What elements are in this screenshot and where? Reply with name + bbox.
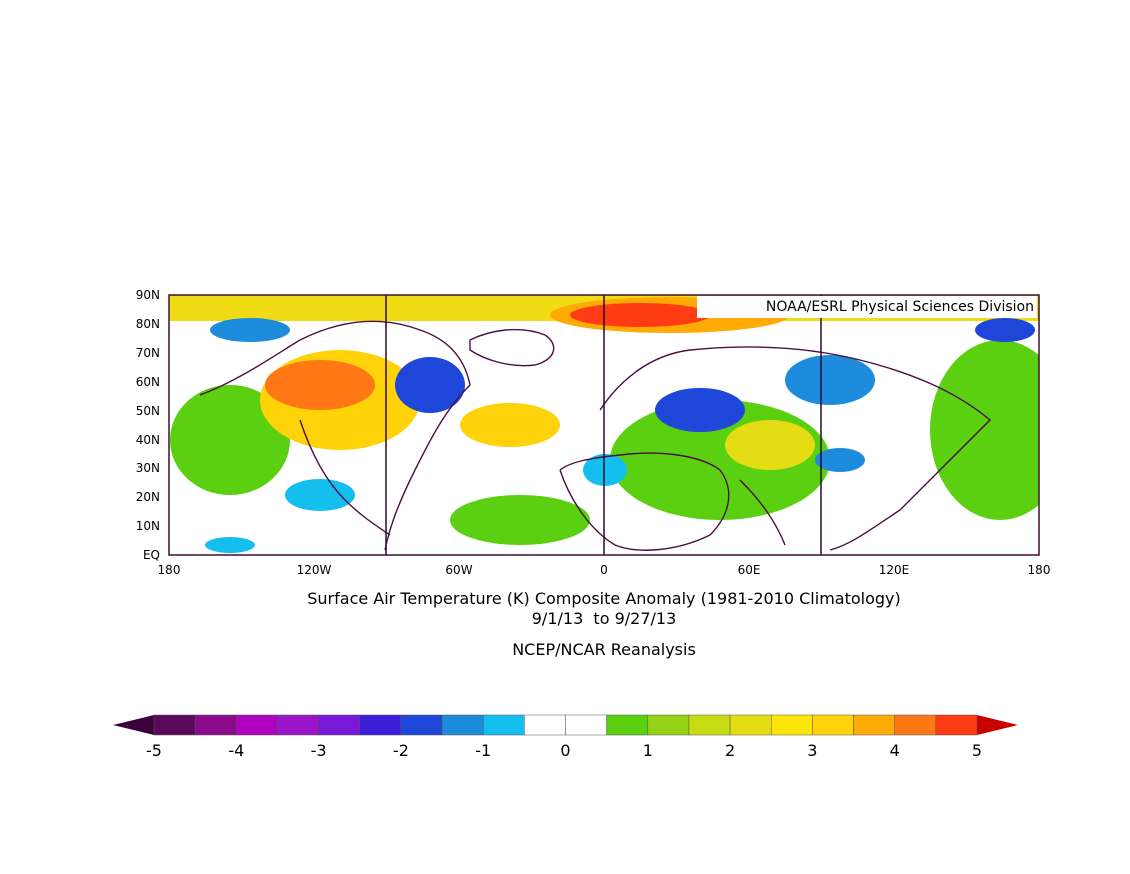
west-coast [299,419,391,536]
legend-swatch [400,714,443,736]
east-siberia-cold [975,318,1035,342]
legend-swatches [153,714,978,736]
lat-label: 80N [136,317,160,331]
legend-swatch [729,714,772,736]
legend-swatch [524,714,566,736]
legend-swatch [935,714,978,736]
credit-box [697,296,1037,318]
legend-label: 5 [972,741,982,760]
legend-swatch [853,714,895,736]
map-panel: NOAA/ESRL Physical Sciences Division [168,294,1040,556]
india-coast [739,479,786,546]
legend-swatch [277,714,319,736]
legend-label: 3 [807,741,817,760]
legend-swatch [441,714,484,736]
legend-label: 0 [560,741,570,760]
legend-swatch [565,714,607,736]
color-legend: -5 -4 -3 -2 -1 0 1 2 3 4 5 [113,714,1018,760]
canada-hot-core [265,360,375,410]
siberia-cold [785,355,875,405]
lon-label: 60W [445,563,472,577]
lon-label: 0 [600,563,608,577]
legend-swatch [647,714,690,736]
legend-swatch [894,714,937,736]
atlantic-warm-core [460,403,560,447]
legend-swatch [318,714,361,736]
asia-warm-core [725,420,815,470]
legend-swatch [194,714,237,736]
lon-axis: 180 120W 60W 0 60E 120E 180 [158,563,1051,577]
legend-swatch [482,714,525,736]
lat-axis: 90N 80N 70N 60N 50N 40N 30N 20N 10N EQ [136,288,160,562]
africa-coast [559,452,730,551]
lat-label: 90N [136,288,160,302]
lat-label: 50N [136,404,160,418]
legend-swatch [606,714,649,736]
pacific-cold [285,479,355,511]
map-frame [168,294,1040,556]
lat-label: 30N [136,461,160,475]
tropical-cold [205,537,255,553]
lat-label: 40N [136,433,160,447]
figure-title: Surface Air Temperature (K) Composite An… [307,589,901,608]
legend-high-arrow [977,715,1018,735]
lat-label: 10N [136,519,160,533]
legend-label: -4 [228,741,244,760]
data-source: NCEP/NCAR Reanalysis [512,640,696,659]
legend-swatch [688,714,731,736]
lat-label: 20N [136,490,160,504]
legend-swatch [236,714,278,736]
lat-label: EQ [143,548,160,562]
lon-label: 120E [879,563,910,577]
legend-swatch [812,714,854,736]
pacific-warm-patch [170,385,290,495]
legend-low-arrow [113,715,154,735]
lon-label: 60E [738,563,761,577]
legend-labels: -5 -4 -3 -2 -1 0 1 2 3 4 5 [146,741,982,760]
greenland-coast [469,328,555,367]
lon-label: 180 [158,563,181,577]
canada-cold [395,357,465,413]
europe-cold [655,388,745,432]
legend-label: 4 [890,741,900,760]
legend-swatch [359,714,402,736]
legend-label: -1 [475,741,491,760]
tibet-cold [815,448,865,472]
lon-label: 120W [297,563,332,577]
north-america-coast [199,320,471,551]
lat-label: 60N [136,375,160,389]
legend-label: -3 [311,741,327,760]
credit-text: NOAA/ESRL Physical Sciences Division [766,299,1034,315]
legend-label: -5 [146,741,162,760]
eurasia-coast [599,346,992,551]
date-range: 9/1/13 to 9/27/13 [532,609,677,628]
lon-label: 180 [1028,563,1051,577]
legend-swatch [153,714,196,736]
west-pacific-warm-patch [930,340,1039,520]
legend-label: 2 [725,741,735,760]
bering-cold [210,318,290,342]
legend-label: 1 [643,741,653,760]
lat-label: 70N [136,346,160,360]
sahara-cold [583,454,627,486]
legend-swatch [771,714,813,736]
atlantic-warm-patch [450,495,590,545]
arctic-hot-core [570,303,710,327]
legend-label: -2 [393,741,409,760]
